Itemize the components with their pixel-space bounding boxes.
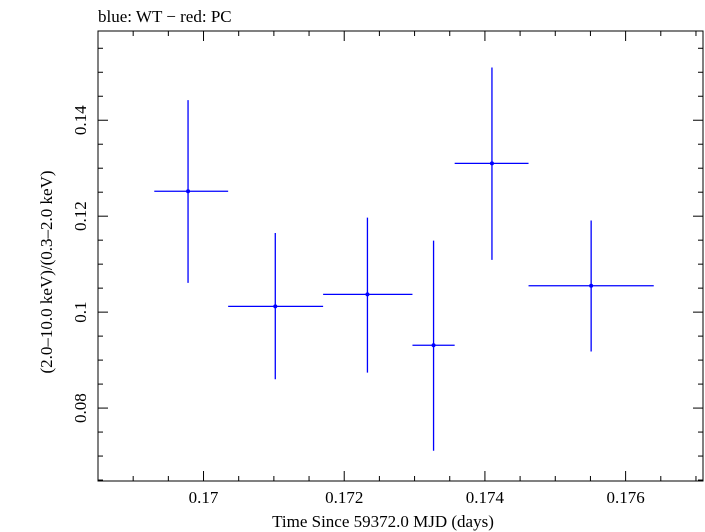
- data-point: [454, 67, 529, 260]
- y-axis-label: (2.0–10.0 keV)/(0.3–2.0 keV): [37, 170, 56, 373]
- x-axis-label: Time Since 59372.0 MJD (days): [272, 512, 494, 531]
- data-point: [412, 240, 455, 451]
- x-tick-label: 0.172: [325, 488, 363, 507]
- data-point: [154, 100, 229, 283]
- data-points: [154, 67, 654, 451]
- point-marker: [186, 189, 191, 194]
- data-point: [228, 232, 324, 380]
- chart-title: blue: WT − red: PC: [98, 7, 232, 26]
- point-marker: [489, 161, 494, 166]
- point-marker: [589, 283, 594, 288]
- x-axis-ticks: [97, 31, 697, 481]
- point-marker: [431, 343, 436, 348]
- y-tick-label: 0.14: [71, 105, 90, 135]
- y-tick-label: 0.12: [71, 201, 90, 231]
- x-tick-label: 0.174: [466, 488, 505, 507]
- y-tick-label: 0.1: [71, 302, 90, 323]
- y-axis-ticks: [98, 47, 703, 481]
- point-marker: [273, 304, 278, 309]
- y-tick-label: 0.08: [71, 393, 90, 423]
- x-tick-label: 0.17: [189, 488, 219, 507]
- point-marker: [365, 292, 370, 297]
- x-axis-tick-labels: 0.17 0.172 0.174 0.176: [189, 488, 645, 507]
- x-tick-label: 0.176: [606, 488, 644, 507]
- data-point: [323, 217, 413, 373]
- y-axis-tick-labels: 0.08 0.1 0.12 0.14: [71, 105, 90, 423]
- data-point: [528, 220, 654, 352]
- plot-frame: [97, 30, 704, 482]
